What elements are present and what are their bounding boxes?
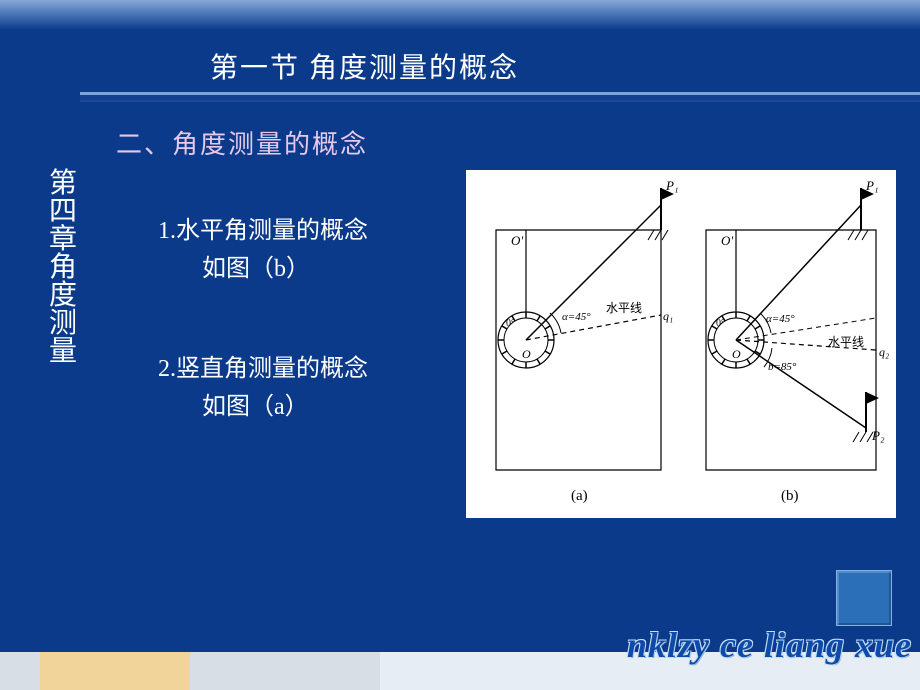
point-2-line-1: 2.竖直角测量的概念 [158, 348, 368, 383]
label-horiz-b: 水平线 [828, 335, 864, 349]
point-2-line-2: 如图（a） [202, 386, 309, 421]
point-1-line-2: 如图（b） [202, 248, 310, 283]
label-alpha-a: α=45° [562, 311, 591, 323]
label-o-b: O [732, 347, 741, 361]
label-o-prime-b: O' [721, 233, 733, 248]
label-alpha-b: α=45° [766, 313, 795, 325]
section-subtitle: 二、角度测量的概念 [116, 124, 368, 161]
label-o-a: O [522, 347, 531, 361]
point-1-line-1: 1.水平角测量的概念 [158, 210, 368, 245]
footer-watermark: nklzy ce liang xue [627, 624, 912, 666]
label-zero-b: 0° [716, 318, 725, 329]
label-p1-a: P₁ [665, 178, 678, 193]
slide-title: 第一节 角度测量的概念 [210, 46, 519, 86]
caption-a: (a) [571, 488, 588, 504]
label-o-prime-a: O' [511, 233, 523, 248]
angle-diagram: O' O 0° P₁ [466, 170, 896, 518]
label-zero-a: 0° [506, 318, 515, 329]
chapter-vertical: 第四章 角度测量 [48, 170, 78, 366]
accent-square [836, 570, 892, 626]
label-q2-b: q₂ [879, 345, 889, 359]
top-gradient [0, 0, 920, 30]
label-p1-b: P₁ [865, 178, 878, 193]
label-b-b: b=85° [768, 361, 797, 373]
label-q1-a: q₁ [663, 309, 673, 323]
caption-b: (b) [781, 488, 799, 504]
label-p2-b: P₂ [871, 428, 885, 443]
label-horiz-a: 水平线 [606, 301, 642, 315]
title-divider [80, 92, 920, 102]
